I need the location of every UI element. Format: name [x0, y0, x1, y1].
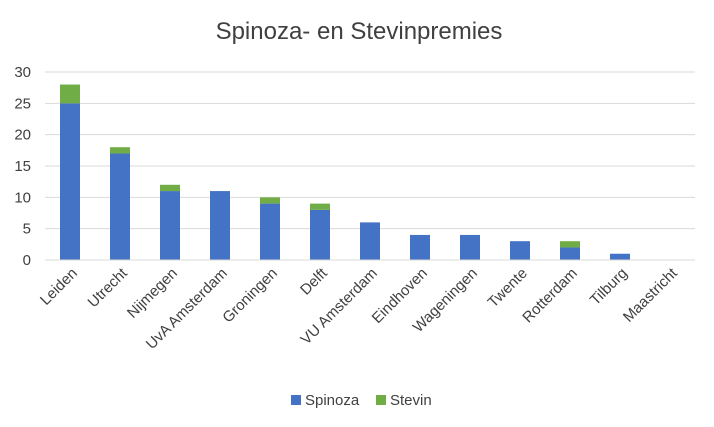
x-tick-label: Tilburg: [587, 265, 631, 309]
x-tick-label: Twente: [485, 265, 531, 311]
y-tick-label: 20: [14, 127, 31, 144]
x-tick-label: Delft: [297, 264, 331, 298]
x-tick-label: Maastricht: [620, 264, 682, 326]
y-tick-label: 10: [14, 189, 31, 206]
y-tick-label: 5: [23, 221, 31, 238]
bar-stevin: [560, 241, 580, 248]
y-tick-label: 15: [14, 158, 31, 175]
bar-spinoza: [260, 203, 280, 260]
bar-stevin: [160, 184, 180, 192]
x-tick-label: Leiden: [37, 265, 81, 309]
bar-spinoza: [160, 191, 180, 260]
bar-spinoza: [60, 103, 80, 260]
legend-label-stevin: Stevin: [390, 392, 432, 409]
x-tick-label: Utrecht: [85, 264, 132, 311]
gridlines: [45, 71, 695, 261]
bar-spinoza: [360, 222, 380, 260]
x-tick-label: Groningen: [219, 265, 281, 327]
bar-stevin: [110, 147, 130, 154]
bar-spinoza: [110, 153, 130, 260]
bar-spinoza: [560, 247, 580, 260]
bar-stevin: [310, 203, 330, 210]
y-tick-label: 30: [14, 64, 31, 81]
bar-spinoza: [210, 191, 230, 260]
bar-spinoza: [510, 241, 530, 260]
bars: [60, 84, 630, 260]
y-tick-label: 25: [14, 95, 31, 112]
bar-spinoza: [610, 253, 630, 260]
bar-spinoza: [460, 234, 480, 260]
legend-swatch-stevin: [376, 395, 386, 405]
bar-stevin: [60, 84, 80, 104]
legend-label-spinoza: Spinoza: [305, 392, 360, 409]
legend-swatch-spinoza: [291, 395, 301, 405]
legend: Spinoza Stevin: [291, 392, 432, 409]
chart-title: Spinoza- en Stevinpremies: [216, 18, 503, 45]
bar-spinoza: [310, 209, 330, 260]
bar-spinoza: [410, 234, 430, 260]
y-tick-label: 0: [23, 252, 31, 269]
y-axis: 0 5 10 15 20 25 30: [14, 64, 31, 269]
x-tick-label: Rotterdam: [519, 265, 581, 327]
bar-stevin: [260, 197, 280, 204]
